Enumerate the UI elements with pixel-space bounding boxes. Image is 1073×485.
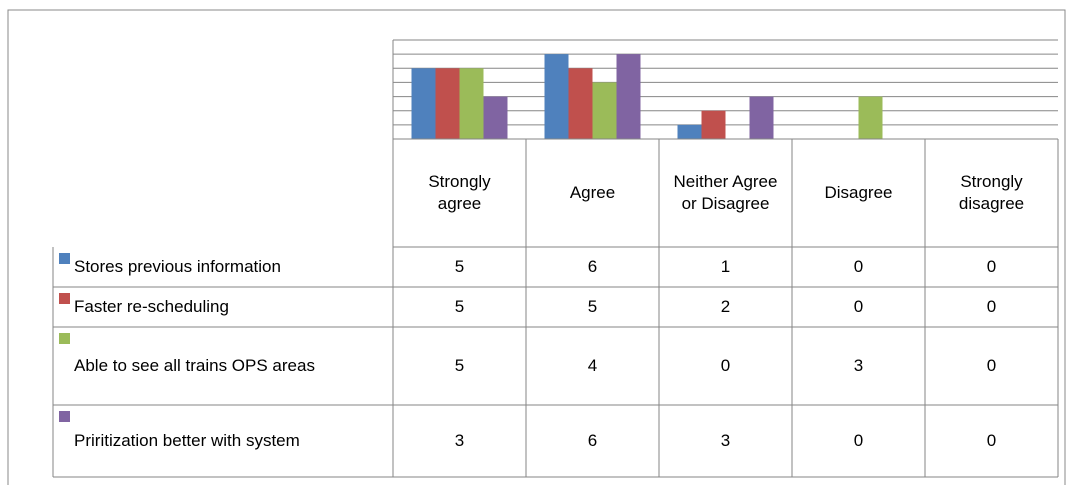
table-value: 0 bbox=[986, 355, 997, 375]
category-header: Strongly agree bbox=[428, 171, 491, 213]
legend-label: Faster re-scheduling bbox=[74, 296, 229, 316]
bar bbox=[411, 68, 436, 139]
category-header: Agree bbox=[569, 182, 616, 202]
legend-swatch bbox=[59, 411, 70, 422]
legend-entry: Priritization better with system bbox=[53, 405, 393, 477]
bar bbox=[616, 54, 641, 140]
table-value: 3 bbox=[454, 430, 465, 450]
table-value: 6 bbox=[587, 430, 598, 450]
category-header: Neither Agree or Disagree bbox=[673, 171, 778, 213]
bar bbox=[749, 96, 774, 139]
legend-swatch bbox=[59, 333, 70, 344]
legend-swatch bbox=[59, 293, 70, 304]
legend-entry: Able to see all trains OPS areas bbox=[53, 327, 393, 405]
table-value: 0 bbox=[720, 355, 731, 375]
table-value: 0 bbox=[853, 256, 864, 276]
table-value: 5 bbox=[454, 256, 465, 276]
bar bbox=[701, 110, 726, 139]
bar bbox=[435, 68, 460, 139]
legend-label: Priritization better with system bbox=[74, 430, 300, 450]
table-value: 0 bbox=[986, 256, 997, 276]
table-value: 0 bbox=[986, 296, 997, 316]
bar bbox=[483, 96, 508, 139]
table-value: 5 bbox=[454, 296, 465, 316]
table-value: 0 bbox=[986, 430, 997, 450]
table-value: 1 bbox=[720, 256, 731, 276]
legend-label: Able to see all trains OPS areas bbox=[74, 355, 315, 375]
bar bbox=[459, 68, 484, 139]
table-value: 4 bbox=[587, 355, 598, 375]
table-value: 5 bbox=[587, 296, 598, 316]
table-value: 2 bbox=[720, 296, 731, 316]
table-value: 6 bbox=[587, 256, 598, 276]
category-header: Disagree bbox=[824, 182, 893, 202]
table-value: 3 bbox=[853, 355, 864, 375]
legend-entry: Faster re-scheduling bbox=[53, 287, 393, 327]
chart-frame bbox=[7, 9, 1066, 485]
bar bbox=[568, 68, 593, 139]
table-value: 5 bbox=[454, 355, 465, 375]
bar bbox=[858, 96, 883, 139]
table-value: 0 bbox=[853, 296, 864, 316]
bar bbox=[592, 82, 617, 139]
category-header: Strongly disagree bbox=[958, 171, 1025, 213]
table-value: 3 bbox=[720, 430, 731, 450]
legend-entry: Stores previous information bbox=[53, 247, 393, 287]
table-value: 0 bbox=[853, 430, 864, 450]
legend-label: Stores previous information bbox=[74, 256, 281, 276]
legend-swatch bbox=[59, 253, 70, 264]
bar bbox=[677, 124, 702, 139]
bar bbox=[544, 54, 569, 140]
